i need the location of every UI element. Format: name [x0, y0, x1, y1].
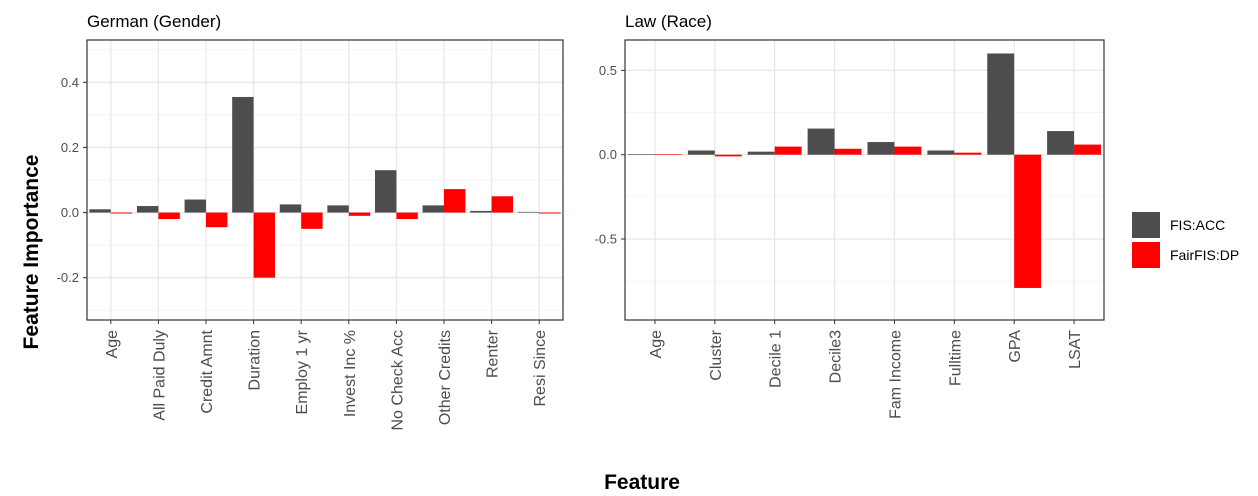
x-tick-label-age: Age	[648, 330, 665, 359]
bar-fairfis-dp-gpa	[1014, 154, 1042, 288]
x-tick-label-cluster: Cluster	[708, 329, 725, 380]
x-tick-label-decile-1: Decile 1	[768, 330, 785, 388]
x-tick-label-decile3: Decile3	[828, 330, 845, 383]
bar-fis-acc-gpa	[987, 53, 1015, 155]
bar-fairfis-dp-invest-inc	[348, 212, 371, 216]
bar-fis-acc-age	[89, 209, 111, 213]
bar-fis-acc-cluster	[687, 150, 715, 155]
bar-fis-acc-decile-1	[747, 151, 775, 155]
bar-fis-acc-duration	[232, 96, 254, 213]
legend: FIS:ACC FairFIS:DP	[1132, 212, 1239, 268]
x-tick-label-fulltime: Fulltime	[947, 330, 964, 386]
y-tick-label: 0.4	[61, 75, 79, 90]
bar-fis-acc-resi-since	[517, 211, 540, 213]
panel-title: German (Gender)	[87, 12, 221, 31]
bar-fis-acc-credit-amnt	[184, 199, 206, 213]
german-panel: German (Gender) -0.2 0.0 0.2 0.4 Age All Paid …	[57, 12, 564, 430]
x-tick-label-fam-income: Fam Income	[887, 330, 904, 419]
bar-fis-acc-decile3	[807, 128, 835, 155]
bar-fis-acc-renter	[470, 210, 492, 213]
bar-fairfis-dp-decile-1	[774, 146, 802, 155]
bar-fairfis-dp-fulltime	[954, 152, 982, 155]
panel-border	[624, 39, 1105, 321]
y-tick-label: 0.5	[599, 63, 617, 78]
bar-fis-acc-age	[627, 154, 655, 155]
legend-swatch-fis-acc	[1132, 212, 1160, 238]
y-tick-label: 0.0	[599, 147, 617, 162]
bar-fairfis-dp-age	[654, 154, 682, 155]
legend-label-fairfis-dp: FairFIS:DP	[1170, 247, 1239, 263]
bar-fairfis-dp-duration	[253, 212, 276, 278]
bar-fis-acc-fulltime	[927, 150, 955, 155]
x-tick-label-invest-inc: Invest Inc %	[342, 330, 359, 417]
x-axis-title: Feature	[604, 471, 680, 494]
bar-fairfis-dp-fam-income	[894, 146, 922, 155]
bar-fairfis-dp-age	[110, 212, 133, 214]
bar-fairfis-dp-credit-amnt	[206, 212, 228, 228]
bar-fairfis-dp-other-credits	[444, 189, 466, 213]
x-tick-label-resi-since: Resi Since	[532, 330, 549, 407]
bar-fairfis-dp-resi-since	[539, 212, 561, 214]
bar-fairfis-dp-decile3	[834, 148, 862, 155]
bar-fis-acc-other-credits	[422, 205, 444, 213]
bar-fis-acc-employ-1-yr	[279, 204, 302, 213]
x-tick-label-no-check-acc: No Check Acc	[389, 330, 406, 430]
bar-fis-acc-lsat	[1047, 131, 1075, 155]
bar-fairfis-dp-renter	[491, 196, 514, 213]
x-tick-label-duration: Duration	[247, 330, 264, 390]
bar-fairfis-dp-employ-1-yr	[301, 212, 323, 229]
x-tick-label-age: Age	[104, 330, 121, 359]
bar-fairfis-dp-no-check-acc	[396, 212, 418, 220]
y-tick-label: 0.2	[61, 140, 79, 155]
panel-title: Law (Race)	[625, 12, 712, 31]
y-axis-title: Feature Importance	[20, 155, 43, 350]
panel-border	[86, 39, 564, 321]
bar-fairfis-dp-lsat	[1074, 144, 1102, 155]
x-tick-label-lsat: LSAT	[1067, 330, 1084, 369]
x-tick-label-credit-amnt: Credit Amnt	[199, 329, 216, 413]
bar-fairfis-dp-cluster	[714, 154, 742, 157]
legend-swatch-fairfis-dp	[1132, 242, 1160, 268]
x-tick-label-other-credits: Other Credits	[437, 330, 454, 425]
x-tick-label-renter: Renter	[485, 329, 502, 378]
bar-fis-acc-invest-inc	[327, 205, 349, 213]
bar-fis-acc-all-paid-duly	[136, 206, 159, 213]
legend-label-fis-acc: FIS:ACC	[1170, 217, 1225, 233]
x-tick-label-all-paid-duly: All Paid Duly	[151, 330, 168, 421]
y-tick-label: -0.2	[57, 270, 79, 285]
bar-fis-acc-fam-income	[867, 142, 895, 155]
y-tick-label: 0.0	[61, 205, 79, 220]
law-panel: Law (Race) -0.5 0.0 0.5 Age Cluster Decile 1 De…	[595, 12, 1105, 419]
y-tick-label: -0.5	[595, 232, 617, 247]
x-tick-label-employ-1-yr: Employ 1 yr	[294, 329, 311, 414]
bar-fis-acc-no-check-acc	[374, 170, 397, 213]
bar-fairfis-dp-all-paid-duly	[158, 212, 180, 220]
x-tick-label-gpa: GPA	[1007, 330, 1024, 363]
